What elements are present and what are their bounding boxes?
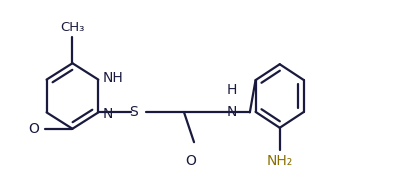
Text: N: N	[102, 107, 113, 121]
Text: CH₃: CH₃	[60, 21, 84, 34]
Text: O: O	[29, 122, 40, 136]
Text: NH₂: NH₂	[267, 154, 293, 168]
Text: N: N	[227, 105, 237, 119]
Text: NH: NH	[102, 71, 123, 85]
Text: O: O	[185, 154, 197, 168]
Text: S: S	[129, 105, 138, 119]
Text: H: H	[227, 82, 237, 96]
